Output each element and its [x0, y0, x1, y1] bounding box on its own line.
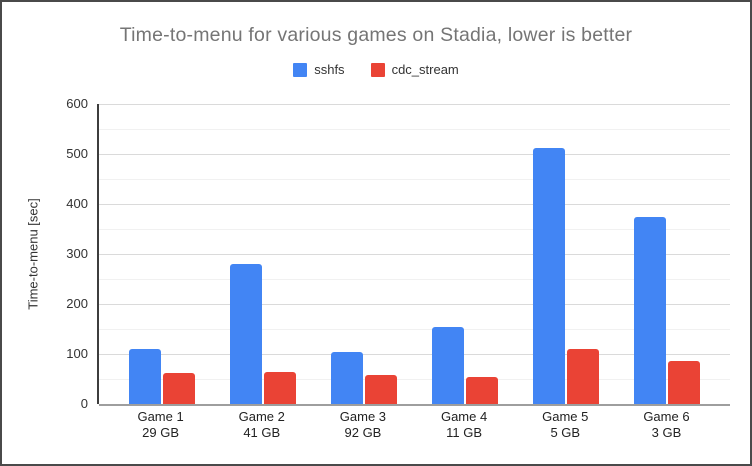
minor-gridline-250 [99, 279, 730, 280]
x-label-size: 92 GB [344, 425, 382, 440]
legend: sshfs cdc_stream [2, 62, 750, 77]
x-label-game-2: Game 2 41 GB [211, 409, 312, 441]
y-tick-label-400: 400 [66, 196, 88, 211]
bar-cdc_stream-game-3 [365, 374, 398, 404]
legend-label: cdc_stream [391, 62, 459, 77]
bar-sshfs-game-2 [230, 264, 263, 404]
major-gridline-200 [99, 304, 730, 306]
x-label-size: 41 GB [243, 425, 281, 440]
x-label-title: Game 2 [238, 409, 285, 424]
y-tick-label-300: 300 [66, 246, 88, 261]
y-axis-ticks: 0 100 200 300 400 500 600 [2, 96, 88, 411]
major-gridline-300 [99, 254, 730, 255]
x-label-title: Game 1 [137, 409, 184, 424]
major-gridline-500 [99, 154, 730, 155]
bar-sshfs-game-3 [331, 351, 364, 404]
bar-sshfs-game-4 [431, 326, 464, 404]
plot-area [97, 104, 730, 406]
x-label-title: Game 5 [542, 409, 589, 424]
y-tick-label-500: 500 [66, 146, 88, 161]
bar-sshfs-game-5 [532, 148, 565, 404]
bar-group-game-5 [515, 104, 616, 404]
x-axis-line [99, 404, 730, 406]
y-tick-label-0: 0 [80, 396, 88, 411]
bar-cdc_stream-game-5 [566, 349, 599, 404]
bar-cdc_stream-game-2 [264, 372, 297, 404]
legend-item-sshfs: sshfs [293, 62, 345, 77]
x-label-size: 5 GB [550, 425, 581, 440]
minor-gridline-450 [99, 179, 730, 180]
legend-swatch-cdc_stream [370, 62, 385, 77]
y-tick-label-600: 600 [66, 96, 88, 111]
x-label-size: 3 GB [651, 425, 682, 440]
chart-title: Time-to-menu for various games on Stadia… [119, 24, 633, 46]
major-gridline-400 [99, 204, 730, 206]
minor-gridline-150 [99, 329, 730, 330]
y-tick-label-100: 100 [66, 346, 88, 361]
bar-sshfs-game-6 [633, 216, 666, 404]
bar-cdc_stream-game-6 [667, 361, 700, 404]
minor-gridline-50 [99, 379, 730, 381]
minor-gridline-350 [99, 229, 730, 230]
minor-gridline-550 [99, 129, 730, 130]
y-tick-label-200: 200 [66, 296, 88, 311]
x-label-title: Game 6 [643, 409, 690, 424]
legend-label: sshfs [314, 62, 345, 77]
x-label-game-1: Game 1 29 GB [110, 409, 211, 441]
x-label-size: 29 GB [142, 425, 180, 440]
x-label-size: 11 GB [446, 425, 483, 440]
bars-row [99, 104, 730, 404]
bar-group-game-4 [414, 104, 515, 404]
bar-group-game-2 [213, 104, 314, 404]
bar-group-game-3 [314, 104, 415, 404]
bar-sshfs-game-1 [129, 349, 162, 404]
legend-swatch-sshfs [293, 62, 308, 77]
bar-group-game-1 [112, 104, 213, 404]
x-label-game-3: Game 3 92 GB [312, 409, 413, 441]
x-label-title: Game 4 [440, 409, 488, 424]
bar-cdc_stream-game-4 [465, 377, 498, 404]
x-label-game-4: Game 4 11 GB [414, 409, 515, 441]
bar-group-game-6 [616, 104, 717, 404]
x-label-title: Game 3 [339, 409, 387, 424]
major-gridline-100 [99, 354, 730, 356]
major-gridline-600 [99, 104, 730, 105]
legend-item-cdc_stream: cdc_stream [370, 62, 459, 77]
bar-cdc_stream-game-1 [163, 373, 196, 404]
